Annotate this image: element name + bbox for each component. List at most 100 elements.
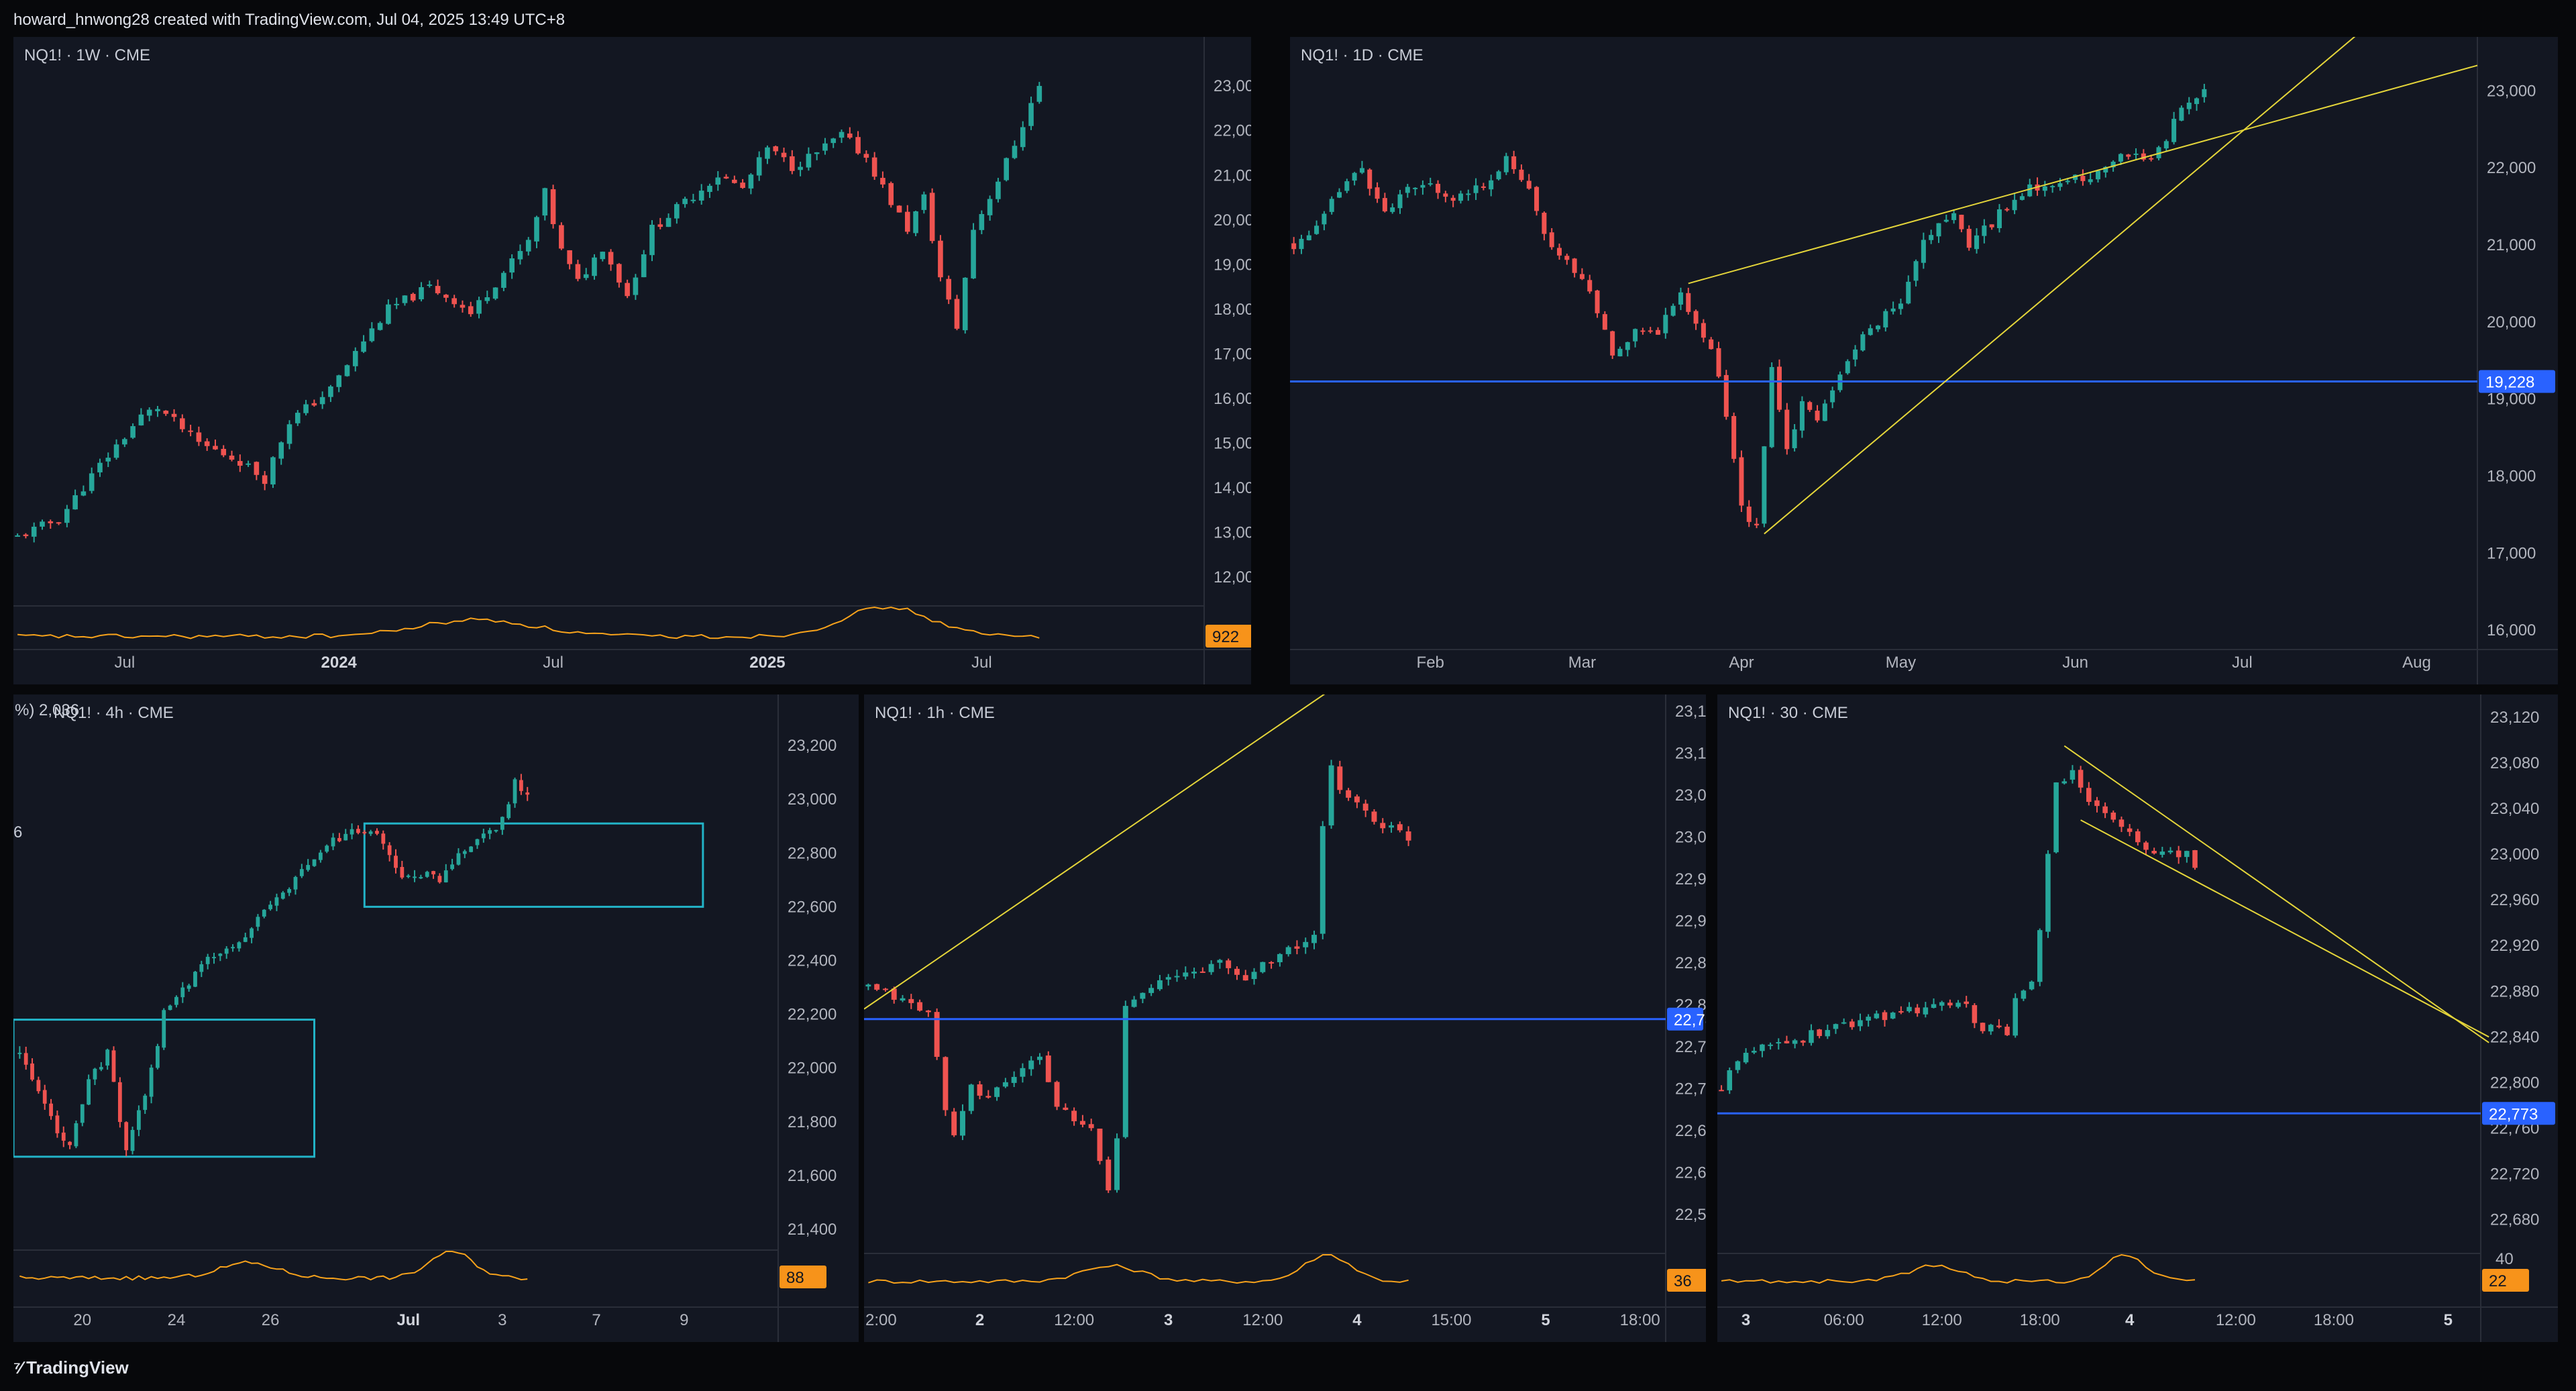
candle-body (303, 404, 309, 413)
candle-body (1858, 1020, 1863, 1027)
candle-body (2141, 153, 2146, 160)
candle-body (352, 351, 358, 366)
candle-body (994, 1087, 1000, 1097)
candle (1686, 287, 1691, 315)
candle (237, 454, 243, 472)
candle (68, 1141, 72, 1149)
chart-panel-4h[interactable]: 23,200 23,000 22,800 22,600 22,400 22,200 22,0… (13, 694, 859, 1342)
candle (1140, 992, 1146, 1004)
chart-panel-30m[interactable]: 23,120 23,080 23,040 23,000 22,960 22,920 22,8… (1717, 694, 2558, 1342)
candle-body (343, 833, 348, 841)
candle (400, 860, 405, 880)
candle (1311, 930, 1317, 949)
chart-panel-1h[interactable]: 23,150 23,100 23,050 23,000 22,950 22,900 22,8… (864, 694, 1706, 1342)
candle (1876, 325, 1881, 332)
candle-body (608, 252, 614, 265)
candle-body (806, 154, 812, 168)
candle-body (1028, 1060, 1034, 1070)
candle-body (517, 251, 523, 260)
candle-body (1955, 1002, 1961, 1007)
candle-body (2004, 209, 2010, 211)
candle-body (1088, 1124, 1094, 1129)
chart-svg-weekly[interactable]: 23,000 22,000 21,000 20,000 19,000 18,000 17,0… (13, 37, 1251, 684)
candle (1242, 970, 1248, 981)
price-tick-label: 14,000 (1214, 479, 1251, 497)
price-tick-label: 22,800 (2490, 1074, 2539, 1092)
candle (1754, 517, 1760, 529)
candle-body (929, 193, 935, 242)
candle-body (1306, 235, 1311, 241)
candle-body (237, 942, 241, 949)
candle (2186, 97, 2192, 115)
candle-body (186, 985, 191, 989)
candle (31, 522, 37, 543)
candle-body (1648, 330, 1653, 332)
chart-svg-daily[interactable]: 23,000 22,000 21,000 20,000 19,000 18,000 17,0… (1290, 37, 2558, 684)
candle-body (938, 240, 943, 278)
candle (2080, 169, 2086, 186)
time-tick-label: 12:00 (1242, 1311, 1283, 1329)
candle-body (162, 1010, 166, 1048)
candle-body (1799, 401, 1805, 431)
candle (855, 131, 861, 155)
candle (2073, 174, 2078, 184)
price-level-badge (2479, 370, 2555, 393)
candle-body (443, 870, 448, 882)
candle-body (525, 792, 530, 795)
candle-body (1860, 334, 1866, 351)
candle (149, 1064, 154, 1104)
chart-panel-daily[interactable]: 23,000 22,000 21,000 20,000 19,000 18,000 17,0… (1290, 37, 2558, 684)
candle-body (1389, 825, 1394, 828)
candle (274, 893, 279, 911)
candle-body (105, 1049, 110, 1066)
price-tick-label: 23,120 (2490, 709, 2539, 727)
time-tick-label: Jun (2062, 654, 2088, 672)
candle-body (2118, 819, 2125, 827)
candle-body (204, 441, 210, 446)
candle (262, 470, 268, 491)
price-tick-label: 13,000 (1214, 524, 1251, 542)
candle-body (1693, 311, 1699, 324)
candle-body (1450, 197, 1456, 201)
candle (122, 437, 127, 448)
candle-body (369, 328, 375, 342)
candle (61, 1126, 66, 1147)
candle-body (1830, 390, 1835, 403)
candle (1337, 760, 1343, 794)
candle-body (1980, 1023, 1986, 1031)
candle (468, 301, 474, 317)
candle (657, 217, 663, 229)
candle (481, 829, 486, 843)
candle-body (268, 905, 273, 909)
candle-body (2133, 153, 2139, 155)
tradingview-brand[interactable]: ⁷∕ TradingView (13, 1353, 129, 1382)
time-tick-label: May (1886, 654, 1916, 672)
candle (124, 1121, 129, 1157)
candle (1751, 1047, 1757, 1054)
chart-panel-weekly[interactable]: 23,000 22,000 21,000 20,000 19,000 18,000 17,0… (13, 37, 1251, 684)
candle (1792, 424, 1797, 452)
candle-body (344, 365, 350, 376)
candle (1980, 1022, 1986, 1034)
candle (1303, 937, 1309, 954)
chart-svg-1h[interactable]: 23,150 23,100 23,050 23,000 22,950 22,900 22,8… (864, 694, 1706, 1342)
candle-body (1701, 323, 1706, 338)
candle (36, 1076, 41, 1094)
chart-svg-4h[interactable]: 23,200 23,000 22,800 22,600 22,400 22,200 22,0… (13, 694, 859, 1342)
candle-body (1191, 972, 1197, 974)
candle (608, 249, 614, 271)
candle (1413, 187, 1418, 196)
candle-body (1951, 213, 1957, 220)
candle (1157, 974, 1163, 991)
candle-body (1367, 169, 1373, 189)
candle (917, 999, 923, 1012)
candle-body (698, 191, 704, 201)
chart-svg-30m[interactable]: 23,120 23,080 23,040 23,000 22,960 22,920 22,8… (1717, 694, 2558, 1342)
candle (2053, 782, 2059, 854)
candle-body (23, 534, 29, 537)
candle-body (1595, 290, 1600, 313)
candle (962, 277, 968, 334)
candle-body (1390, 207, 1395, 212)
candle (1907, 1002, 1912, 1013)
candle (1106, 1156, 1112, 1193)
